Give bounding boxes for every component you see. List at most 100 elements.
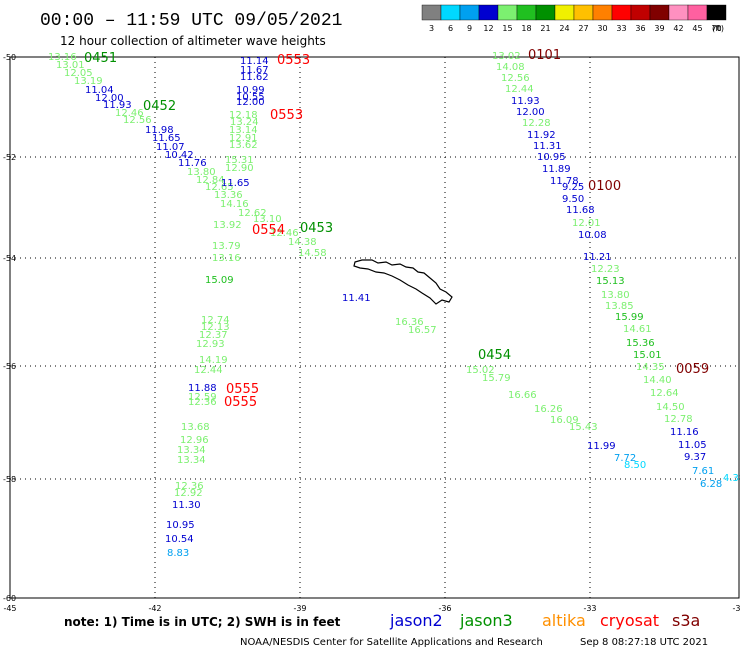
wave-height-label: 11.92 [527, 130, 556, 141]
legend-swatch [554, 4, 575, 21]
legend-tick-label: 36 [635, 24, 645, 33]
wave-height-label: 12.18 [229, 110, 258, 121]
wave-height-label: 12.56 [123, 115, 152, 126]
legend-swatch [497, 4, 518, 21]
wave-height-label: 12.93 [196, 339, 225, 350]
wave-height-label: 13.02 [492, 51, 521, 62]
wave-height-label: 13.16 [48, 52, 77, 63]
longitude-label: -36 [438, 604, 451, 613]
wave-height-label: 14.40 [643, 375, 672, 386]
latitude-label: -58 [3, 475, 16, 484]
wave-height-label: 10.08 [578, 230, 607, 241]
legend-swatch [459, 4, 480, 21]
satellite-legend-jason3: jason3 [459, 611, 513, 630]
wave-height-label: 12.36 [188, 397, 217, 408]
wave-height-label: 13.68 [181, 422, 210, 433]
wave-height-label: 11.31 [533, 141, 562, 152]
legend-swatch [687, 4, 708, 21]
pass-time-label: 0554 [252, 223, 285, 238]
legend-swatch [421, 4, 442, 21]
pass-time-label: 0451 [84, 51, 117, 66]
wave-height-label: 9.25 [562, 182, 584, 193]
wave-height-label: 9.37 [684, 452, 706, 463]
legend-swatch [649, 4, 670, 21]
wave-height-label: 8.83 [167, 548, 189, 559]
pass-time-label: 0555 [226, 382, 259, 397]
legend-tick-label: 9 [467, 24, 472, 33]
wave-height-label: 14.16 [220, 199, 249, 210]
wave-height-label: 16.57 [408, 325, 437, 336]
wave-height-label: 13.16 [212, 253, 241, 264]
wave-height-label: 11.16 [670, 427, 699, 438]
wave-height-label: 11.76 [178, 158, 207, 169]
wave-height-label: 11.05 [678, 440, 707, 451]
wave-height-label: 15.43 [569, 422, 598, 433]
legend-tick-label: 33 [616, 24, 626, 33]
map-title: 00:00 – 11:59 UTC 09/05/2021 [40, 11, 342, 31]
wave-height-label: 14.61 [623, 324, 652, 335]
wave-height-label: 12.44 [505, 84, 534, 95]
wave-height-label: 12.90 [225, 163, 254, 174]
wave-height-label: 11.04 [85, 85, 114, 96]
wave-height-label: 12.00 [516, 107, 545, 118]
longitude-label: -45 [3, 604, 16, 613]
wave-height-label: 13.92 [213, 220, 242, 231]
wave-height-color-legend: 3 6 9 12 15 18 21 24 27 30 33 36 39 42 45 70 [421, 4, 727, 33]
legend-swatch [611, 4, 632, 21]
longitude-label: -33 [583, 604, 596, 613]
latitude-label: -56 [3, 362, 16, 371]
wave-height-label: 7.72 [614, 453, 636, 464]
wave-height-label: 10.95 [166, 520, 195, 531]
latitude-label: -60 [3, 594, 16, 603]
legend-tick-label: 18 [521, 24, 531, 33]
credit-text: NOAA/NESDIS Center for Satellite Applica… [240, 637, 543, 648]
map-frame [9, 56, 740, 599]
legend-tick-label: 6 [448, 24, 453, 33]
satellite-legend-altika: altika [542, 611, 586, 630]
wave-height-label: 12.05 [64, 68, 93, 79]
wave-height-label: 14.58 [298, 248, 327, 259]
wave-height-label: 11.98 [145, 125, 174, 136]
wave-height-label: 14.08 [496, 62, 525, 73]
legend-swatch [535, 4, 556, 21]
pass-time-label: 0452 [143, 99, 176, 114]
wave-height-label: 12.96 [180, 435, 209, 446]
satellite-legend: jason2 jason3 altika cryosat s3a [389, 611, 700, 630]
wave-height-label: 14.19 [199, 355, 228, 366]
south-georgia-island [353, 259, 453, 305]
latitude-label: -50 [3, 53, 16, 62]
wave-height-label: 13.79 [212, 241, 241, 252]
wave-height-label: 13.19 [74, 76, 103, 87]
legend-tick-label: 21 [540, 24, 550, 33]
wave-height-label: 15.79 [482, 373, 511, 384]
wave-height-label: 11.67 [240, 65, 269, 76]
wave-height-label: 12.78 [664, 414, 693, 425]
legend-swatch [668, 4, 689, 21]
wave-height-label: 11.21 [583, 252, 612, 263]
wave-height-label: 9.50 [562, 194, 584, 205]
wave-height-label: 12.13 [201, 322, 230, 333]
wave-height-label: 12.28 [522, 118, 551, 129]
wave-height-label: 10.42 [165, 150, 194, 161]
wave-height-label: 14.50 [656, 402, 685, 413]
longitude-label: -42 [148, 604, 161, 613]
legend-swatch [478, 4, 499, 21]
wave-height-label: 15.36 [626, 338, 655, 349]
legend-tick-label: 45 [692, 24, 702, 33]
wave-height-label: 11.68 [566, 205, 595, 216]
legend-tick-label: 27 [578, 24, 588, 33]
legend-tick-label: 39 [654, 24, 664, 33]
wave-height-label: 11.78 [550, 176, 579, 187]
wave-height-label: 10.99 [236, 85, 265, 96]
wave-height-label: 12.36 [175, 481, 204, 492]
pass-time-label: 0100 [588, 179, 621, 194]
wave-height-label: 12.44 [194, 365, 223, 376]
satellite-legend-cryosat: cryosat [600, 611, 659, 630]
wave-height-label: 10.95 [537, 152, 566, 163]
legend-swatch [706, 4, 727, 21]
wave-height-label: 12.65 [205, 182, 234, 193]
axis-labels: -50 -52 -54 -56 -58 -60-45 -42 -39 -36 -33 -30 [3, 53, 740, 613]
wave-height-label: 14.35 [636, 362, 665, 373]
